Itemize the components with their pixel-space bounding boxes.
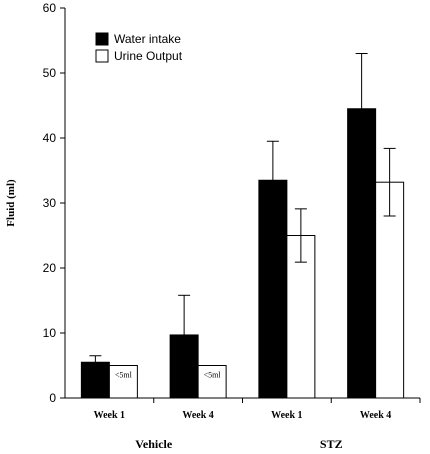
x-tick-label: Week 4: [182, 410, 213, 421]
y-tick-label: 50: [43, 66, 57, 80]
x-tick-label: Week 1: [271, 410, 302, 421]
axes: 0 10 20 30 40 50 60 Fluid (ml): [5, 1, 421, 405]
labels: Week 1 Week 4 Week 1 Week 4 <5ml <5ml Vehicle S…: [94, 371, 392, 452]
y-tick-label: 0: [49, 391, 56, 405]
bar-annotation: <5ml: [115, 371, 133, 380]
legend-swatch: [95, 49, 109, 63]
bar-annotation: <5ml: [204, 371, 222, 380]
y-axis-label: Fluid (ml): [5, 179, 17, 227]
legend: Water intake Urine Output: [95, 32, 183, 63]
legend-label: Water intake: [114, 32, 181, 46]
group-label: STZ: [320, 437, 343, 451]
bar-urine-output: [108, 365, 138, 399]
y-tick-label: 40: [43, 131, 57, 145]
legend-label: Urine Output: [114, 49, 183, 63]
bars: [80, 53, 405, 399]
group-label: Vehicle: [135, 437, 173, 451]
y-tick-label: 10: [43, 326, 57, 340]
y-tick-label: 60: [43, 1, 57, 15]
bar-urine-output: [197, 365, 227, 399]
y-tick-label: 20: [43, 261, 57, 275]
y-tick-label: 30: [43, 196, 57, 210]
bar-water-intake: [258, 179, 288, 399]
bar-water-intake: [347, 108, 377, 399]
x-tick-label: Week 1: [94, 410, 125, 421]
bar-water-intake: [169, 334, 199, 399]
x-tick-label: Week 4: [360, 410, 391, 421]
bar-urine-output: [375, 181, 405, 399]
legend-swatch: [95, 32, 109, 46]
bar-water-intake: [80, 361, 110, 399]
